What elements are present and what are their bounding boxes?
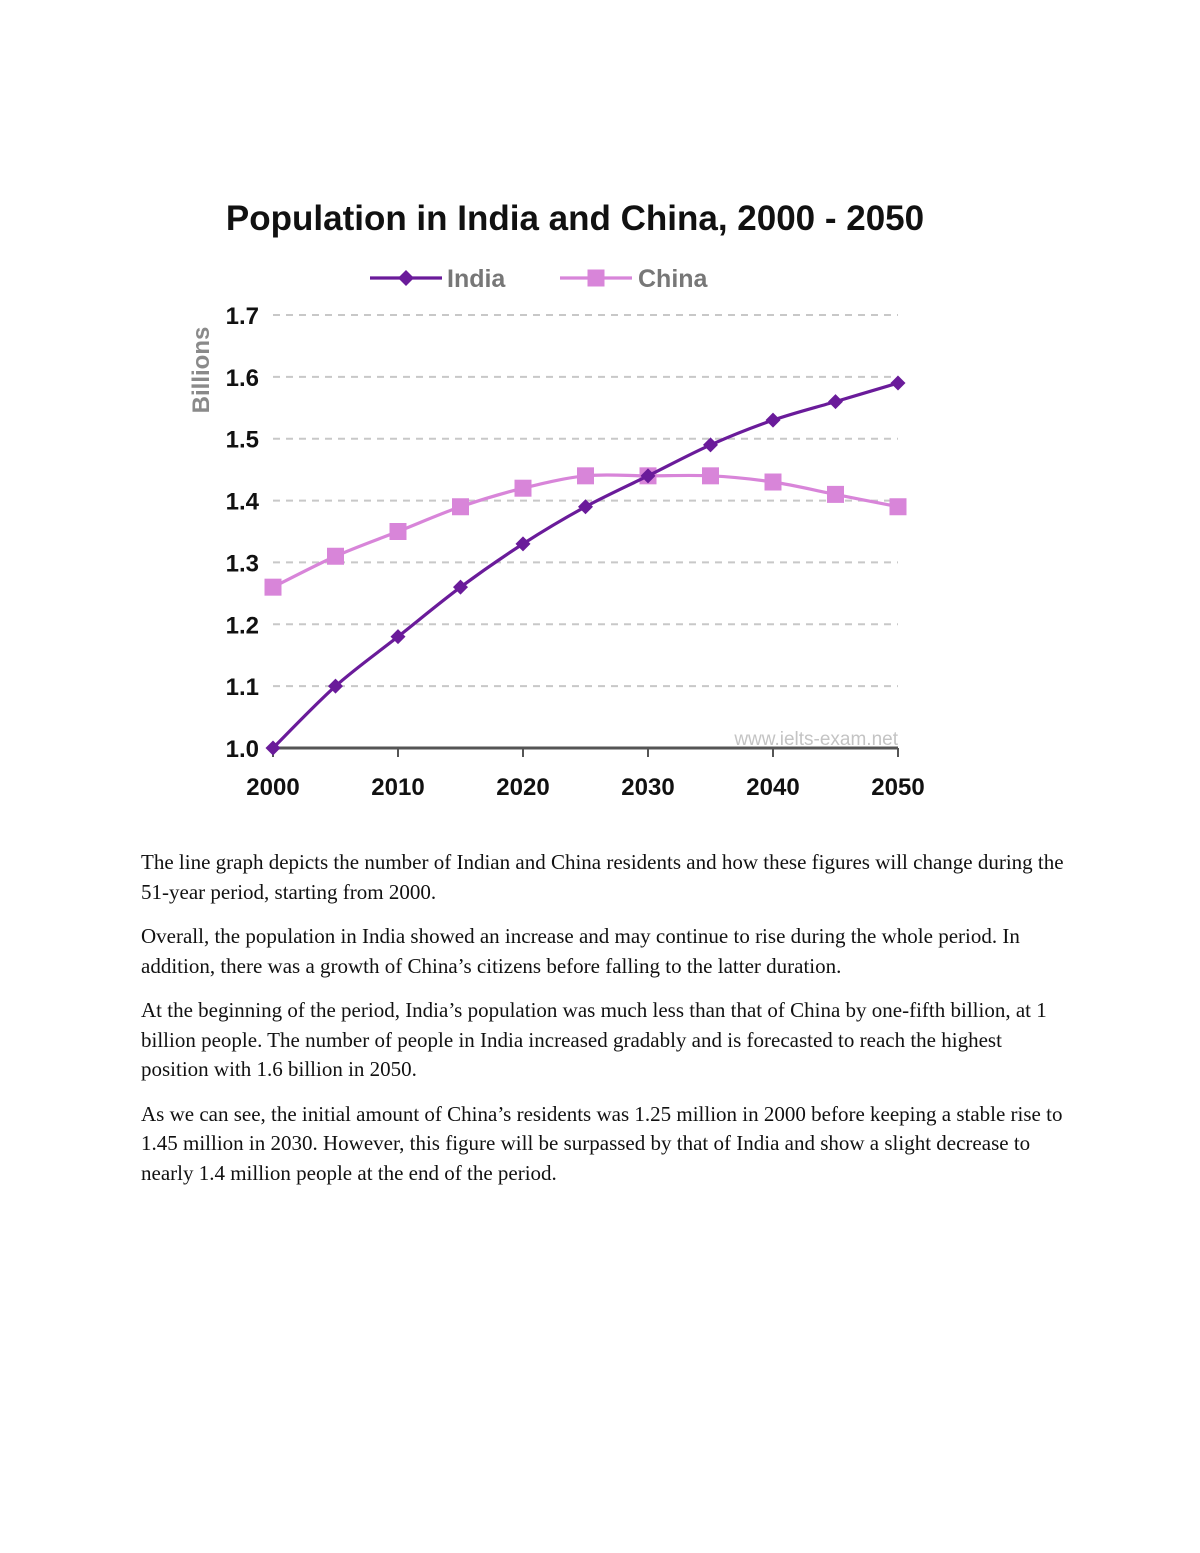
y-tick-label: 1.4 [226,489,260,516]
legend-label-india: India [447,265,506,293]
y-tick-label: 1.6 [226,365,259,392]
y-axis-label: Billions [188,327,215,414]
y-axis-ticks: 1.0 1.1 1.2 1.3 1.4 1.5 1.6 1.7 [226,303,260,763]
data-point-china [514,479,532,497]
data-point-china [764,473,782,491]
data-point-india [453,579,468,595]
x-tick-label: 2000 [246,774,299,801]
series-india [265,375,906,756]
data-point-india [265,740,281,756]
data-point-india [703,437,718,453]
data-point-china [264,578,282,596]
chart-title: Population in India and China, 2000 - 20… [226,199,924,238]
data-point-india [515,536,531,552]
x-axis: 2000 2010 2020 2030 2040 2050 [246,746,925,801]
essay-paragraph-3: At the beginning of the period, India’s … [141,998,1047,1081]
y-tick-label: 1.1 [226,674,259,701]
essay-paragraph-1: The line graph depicts the number of Ind… [141,850,1064,904]
data-point-china [389,523,407,540]
essay-paragraph-4: As we can see, the initial amount of Chi… [141,1101,1063,1185]
data-point-china [577,467,594,485]
x-tick-label: 2050 [871,774,924,801]
data-point-china [327,547,344,565]
data-point-china [889,498,907,516]
x-tick-label: 2020 [496,774,549,801]
series-china [264,467,907,596]
population-line-chart: Population in India and China, 2000 - 20… [188,199,925,801]
legend-item-india: India [370,265,506,293]
y-tick-label: 1.2 [226,612,259,639]
data-point-china [827,485,844,503]
data-point-india [640,468,656,484]
data-point-india [765,412,781,428]
y-tick-label: 1.0 [226,736,259,763]
y-tick-label: 1.7 [226,303,259,330]
legend-label-china: China [638,265,709,293]
x-tick-label: 2030 [621,774,674,801]
legend-item-china: China [560,265,709,293]
data-point-china [452,498,469,516]
data-point-india [828,394,843,410]
data-point-china [702,467,719,485]
essay-paragraph-2: Overall, the population in India showed … [141,924,1020,978]
y-tick-label: 1.3 [226,550,259,577]
series-layer [264,375,907,756]
essay-text: The line graph depicts the number of Ind… [141,848,1071,1203]
x-tick-label: 2040 [746,774,799,801]
watermark: www.ielts-exam.net [733,729,898,750]
data-point-india [890,375,906,391]
legend-marker-china [587,269,605,287]
data-point-india [390,629,406,645]
y-tick-label: 1.5 [226,427,259,454]
legend-marker-india [398,270,414,286]
data-point-india [578,499,593,515]
data-point-india [328,678,343,694]
x-tick-label: 2010 [371,774,424,801]
legend: India China [370,265,709,293]
series-line-china [271,473,900,589]
